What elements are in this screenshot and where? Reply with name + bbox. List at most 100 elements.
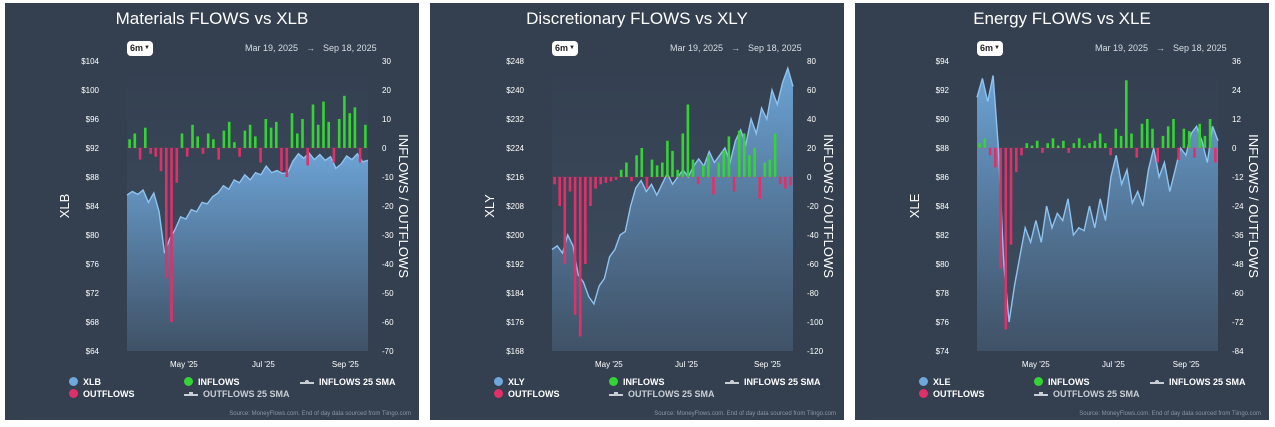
- flow-bar[interactable]: [212, 139, 215, 148]
- flow-bar[interactable]: [686, 104, 690, 178]
- flow-bar[interactable]: [553, 177, 556, 185]
- flow-bar[interactable]: [1051, 138, 1055, 148]
- flow-bar[interactable]: [191, 124, 194, 148]
- legend-price[interactable]: XLB: [69, 377, 101, 387]
- legend-outflows[interactable]: OUTFLOWS: [919, 389, 985, 399]
- flow-bar[interactable]: [594, 177, 597, 189]
- flow-bar[interactable]: [666, 140, 669, 178]
- flow-bar[interactable]: [149, 148, 152, 154]
- flow-bar[interactable]: [201, 148, 205, 154]
- flow-bar[interactable]: [773, 133, 777, 178]
- legend-outflows-sma[interactable]: OUTFLOWS 25 SMA: [609, 389, 715, 399]
- flow-bar[interactable]: [1214, 148, 1217, 163]
- legend-inflows[interactable]: INFLOWS: [184, 377, 240, 387]
- flow-bar[interactable]: [306, 148, 309, 166]
- flow-bar[interactable]: [619, 169, 623, 178]
- flow-bar[interactable]: [707, 155, 710, 178]
- range-dropdown-button[interactable]: 6m▼: [552, 41, 578, 56]
- flow-bar[interactable]: [1035, 140, 1039, 149]
- flow-bar[interactable]: [768, 159, 772, 177]
- flow-bar[interactable]: [1146, 119, 1149, 148]
- flow-bar[interactable]: [696, 177, 700, 185]
- flow-bar[interactable]: [994, 148, 997, 168]
- flow-bar[interactable]: [784, 177, 787, 189]
- flow-bar[interactable]: [1062, 140, 1065, 149]
- flow-bar[interactable]: [238, 148, 241, 157]
- flow-bar[interactable]: [578, 177, 582, 337]
- flow-bar[interactable]: [748, 155, 751, 178]
- legend-inflows-sma[interactable]: INFLOWS 25 SMA: [300, 377, 396, 387]
- flow-bar[interactable]: [655, 165, 659, 177]
- legend-outflows[interactable]: OUTFLOWS: [494, 389, 560, 399]
- flow-bar[interactable]: [1046, 143, 1049, 148]
- flow-bar[interactable]: [144, 127, 147, 148]
- flow-bar[interactable]: [1125, 80, 1128, 148]
- flow-bar[interactable]: [999, 148, 1002, 269]
- flow-bar[interactable]: [280, 148, 283, 172]
- flow-bar[interactable]: [222, 130, 226, 148]
- flow-bar[interactable]: [1166, 126, 1170, 149]
- legend-price[interactable]: XLE: [919, 377, 951, 387]
- flow-bar[interactable]: [1098, 133, 1102, 149]
- legend-outflows-sma[interactable]: OUTFLOWS 25 SMA: [184, 389, 290, 399]
- flow-bar[interactable]: [1104, 143, 1107, 148]
- flow-bar[interactable]: [337, 119, 341, 148]
- flow-bar[interactable]: [264, 119, 268, 148]
- flow-bar[interactable]: [563, 177, 567, 264]
- flow-bar[interactable]: [1177, 148, 1180, 161]
- flow-bar[interactable]: [170, 148, 173, 322]
- flow-bar[interactable]: [1072, 143, 1076, 148]
- flow-bar[interactable]: [1025, 143, 1029, 148]
- flow-bar[interactable]: [128, 139, 131, 148]
- flow-bar[interactable]: [1067, 148, 1070, 153]
- flow-bar[interactable]: [1056, 145, 1060, 148]
- flow-bar[interactable]: [301, 119, 304, 148]
- flow-bar[interactable]: [1187, 131, 1191, 148]
- flow-bar[interactable]: [196, 136, 199, 148]
- flow-bar[interactable]: [1030, 145, 1034, 148]
- flow-bar[interactable]: [343, 95, 346, 148]
- flow-bar[interactable]: [645, 177, 649, 189]
- legend-inflows[interactable]: INFLOWS: [1034, 377, 1090, 387]
- flow-bar[interactable]: [322, 101, 325, 148]
- range-dropdown-button[interactable]: 6m▼: [977, 41, 1003, 56]
- date-end[interactable]: Sep 18, 2025: [323, 43, 377, 53]
- date-end[interactable]: Sep 18, 2025: [1173, 43, 1227, 53]
- flow-bar[interactable]: [254, 136, 257, 148]
- flow-bar[interactable]: [1004, 148, 1008, 330]
- flow-bar[interactable]: [175, 148, 179, 183]
- flow-bar[interactable]: [1182, 128, 1186, 148]
- flow-bar[interactable]: [763, 162, 767, 178]
- flow-bar[interactable]: [259, 148, 262, 163]
- flow-bar[interactable]: [1015, 148, 1018, 173]
- flow-bar[interactable]: [364, 124, 367, 148]
- flow-bar[interactable]: [332, 148, 336, 163]
- flow-bar[interactable]: [625, 162, 628, 178]
- flow-bar[interactable]: [1041, 148, 1044, 153]
- flow-bar[interactable]: [1156, 148, 1159, 163]
- flow-bar[interactable]: [353, 107, 357, 148]
- flow-bar[interactable]: [138, 148, 142, 160]
- flow-bar[interactable]: [614, 177, 618, 180]
- flow-bar[interactable]: [978, 143, 981, 148]
- flow-bar[interactable]: [1172, 119, 1175, 148]
- flow-bar[interactable]: [1020, 148, 1023, 156]
- flow-bar[interactable]: [206, 133, 210, 149]
- flow-bar[interactable]: [1208, 119, 1212, 148]
- flow-bar[interactable]: [1093, 140, 1097, 149]
- flow-bar[interactable]: [233, 142, 236, 148]
- flow-bar[interactable]: [732, 177, 736, 192]
- flow-bar[interactable]: [358, 148, 362, 163]
- flow-bar[interactable]: [1198, 123, 1201, 148]
- flow-bar[interactable]: [1161, 135, 1165, 148]
- flow-bar[interactable]: [159, 148, 163, 172]
- legend-inflows-sma[interactable]: INFLOWS 25 SMA: [725, 377, 821, 387]
- flow-bar[interactable]: [275, 121, 278, 148]
- flow-bar[interactable]: [573, 177, 577, 315]
- legend-inflows-sma[interactable]: INFLOWS 25 SMA: [1150, 377, 1246, 387]
- legend-price[interactable]: XLY: [494, 377, 525, 387]
- flow-bar[interactable]: [327, 121, 330, 148]
- legend-inflows[interactable]: INFLOWS: [609, 377, 665, 387]
- flow-bar[interactable]: [758, 177, 761, 199]
- flow-bar[interactable]: [1151, 128, 1154, 148]
